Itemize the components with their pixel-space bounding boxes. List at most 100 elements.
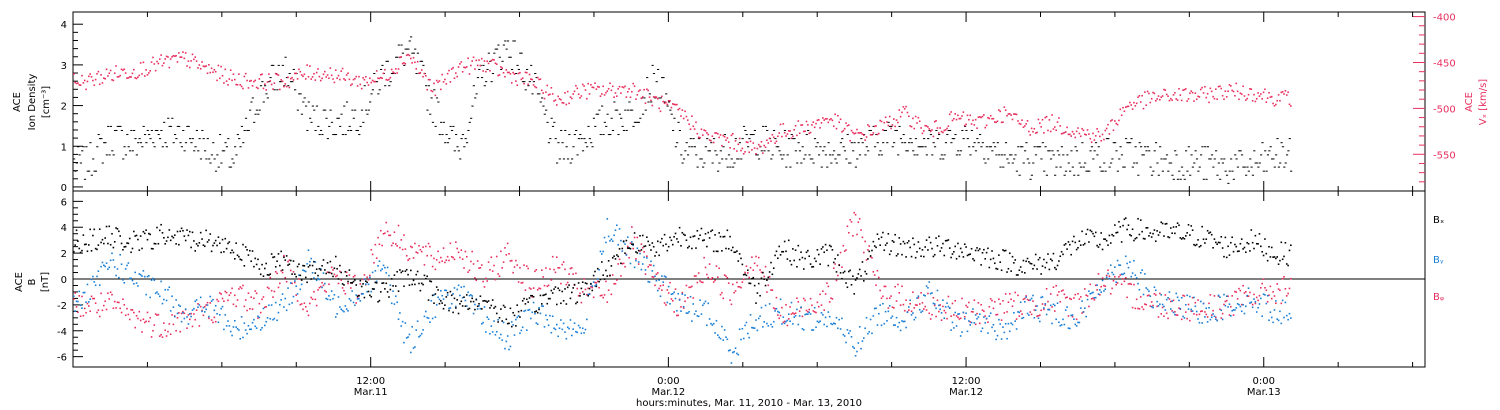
bz-point: [1073, 297, 1075, 299]
density-point: [1148, 150, 1151, 152]
density-point: [695, 154, 698, 156]
by-point: [741, 327, 744, 330]
density-point: [315, 105, 319, 107]
bz-point: [500, 250, 502, 253]
bz-point: [764, 265, 767, 268]
bx-point: [748, 282, 750, 285]
density-point: [744, 129, 747, 131]
bx-point: [101, 238, 104, 241]
bx-point: [985, 251, 988, 254]
bx-point: [186, 229, 188, 231]
bx-point: [628, 247, 630, 250]
bz-point: [356, 296, 359, 299]
speed-point: [832, 125, 835, 128]
bz-point: [433, 257, 435, 260]
bz-point: [303, 302, 306, 305]
by-point: [714, 332, 716, 334]
bx-point: [510, 325, 513, 328]
bz-point: [403, 234, 405, 236]
bx-point: [258, 268, 261, 270]
density-point: [195, 129, 198, 131]
bx-point: [1230, 241, 1232, 244]
density-point: [605, 125, 608, 127]
speed-point: [734, 140, 737, 142]
bz-point: [1190, 310, 1193, 313]
bz-point: [345, 271, 348, 274]
density-point: [616, 109, 619, 111]
by-point: [1075, 325, 1078, 327]
bx-point: [141, 247, 143, 250]
speed-point: [852, 131, 854, 134]
density-point: [512, 40, 515, 42]
by-point: [287, 287, 289, 289]
bz-point: [966, 306, 969, 308]
by-point: [240, 316, 243, 318]
bz-point: [474, 277, 476, 279]
density-point: [289, 81, 293, 83]
bx-point: [882, 231, 884, 234]
speed-point: [805, 120, 808, 123]
by-point: [1257, 306, 1259, 309]
bx-point: [373, 288, 375, 290]
bx-point: [715, 250, 718, 253]
bx-point: [261, 263, 263, 266]
density-point: [344, 134, 347, 136]
by-point: [1179, 307, 1182, 310]
speed-point: [689, 128, 692, 130]
bx-point: [845, 282, 847, 284]
by-point: [343, 310, 345, 313]
by-point: [1071, 314, 1074, 316]
bx-point: [253, 265, 255, 268]
by-point: [760, 306, 763, 309]
bz-point: [790, 313, 793, 315]
bz-point: [1227, 295, 1229, 298]
density-point: [224, 142, 227, 144]
density-point: [774, 138, 777, 140]
density-point: [1175, 154, 1178, 156]
density-point: [1135, 162, 1139, 164]
bx-point: [1116, 231, 1119, 234]
speed-point: [276, 73, 278, 76]
density-point: [712, 138, 716, 140]
bx-point: [1219, 241, 1221, 244]
bz-point: [970, 310, 973, 313]
density-point: [686, 154, 690, 156]
speed-point: [530, 78, 532, 80]
speed-point: [198, 64, 201, 66]
bx-series: [73, 217, 1292, 328]
by-point: [1228, 303, 1231, 305]
by-point: [1161, 303, 1164, 306]
bx-point: [358, 294, 360, 297]
bx-point: [1026, 257, 1029, 260]
bx-point: [273, 256, 276, 258]
by-point: [1215, 318, 1217, 320]
density-point: [1260, 154, 1263, 156]
by-point: [101, 261, 104, 264]
by-point: [326, 298, 329, 301]
density-point: [176, 125, 179, 127]
density-point: [1028, 162, 1031, 164]
density-point: [1075, 150, 1079, 152]
bx-point: [235, 242, 237, 244]
density-point: [920, 146, 923, 148]
bx-point: [116, 228, 119, 230]
bz-point: [779, 314, 782, 317]
bz-point: [1258, 294, 1261, 297]
bx-point: [1175, 226, 1178, 228]
speed-point: [1208, 101, 1210, 104]
speed-point: [1176, 99, 1179, 101]
bx-point: [531, 294, 534, 297]
density-point: [1157, 174, 1160, 176]
bz-point: [778, 317, 780, 320]
by-point: [1135, 277, 1138, 279]
density-point: [370, 93, 373, 95]
by-point: [901, 320, 903, 322]
speed-point: [489, 69, 491, 72]
by-point: [995, 338, 997, 341]
bx-point: [104, 237, 106, 239]
speed-point: [865, 136, 868, 138]
by-point: [307, 249, 310, 252]
by-point: [1249, 302, 1251, 304]
density-point: [396, 56, 399, 58]
bz-point: [388, 234, 390, 237]
